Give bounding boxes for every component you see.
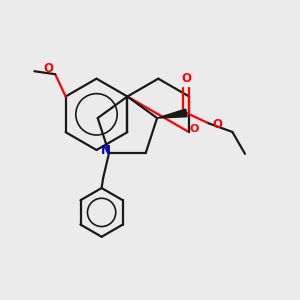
Text: O: O (181, 72, 191, 85)
Polygon shape (157, 109, 187, 118)
Text: O: O (44, 62, 54, 75)
Text: O: O (190, 124, 199, 134)
Text: O: O (212, 118, 223, 131)
Text: N: N (101, 144, 111, 157)
